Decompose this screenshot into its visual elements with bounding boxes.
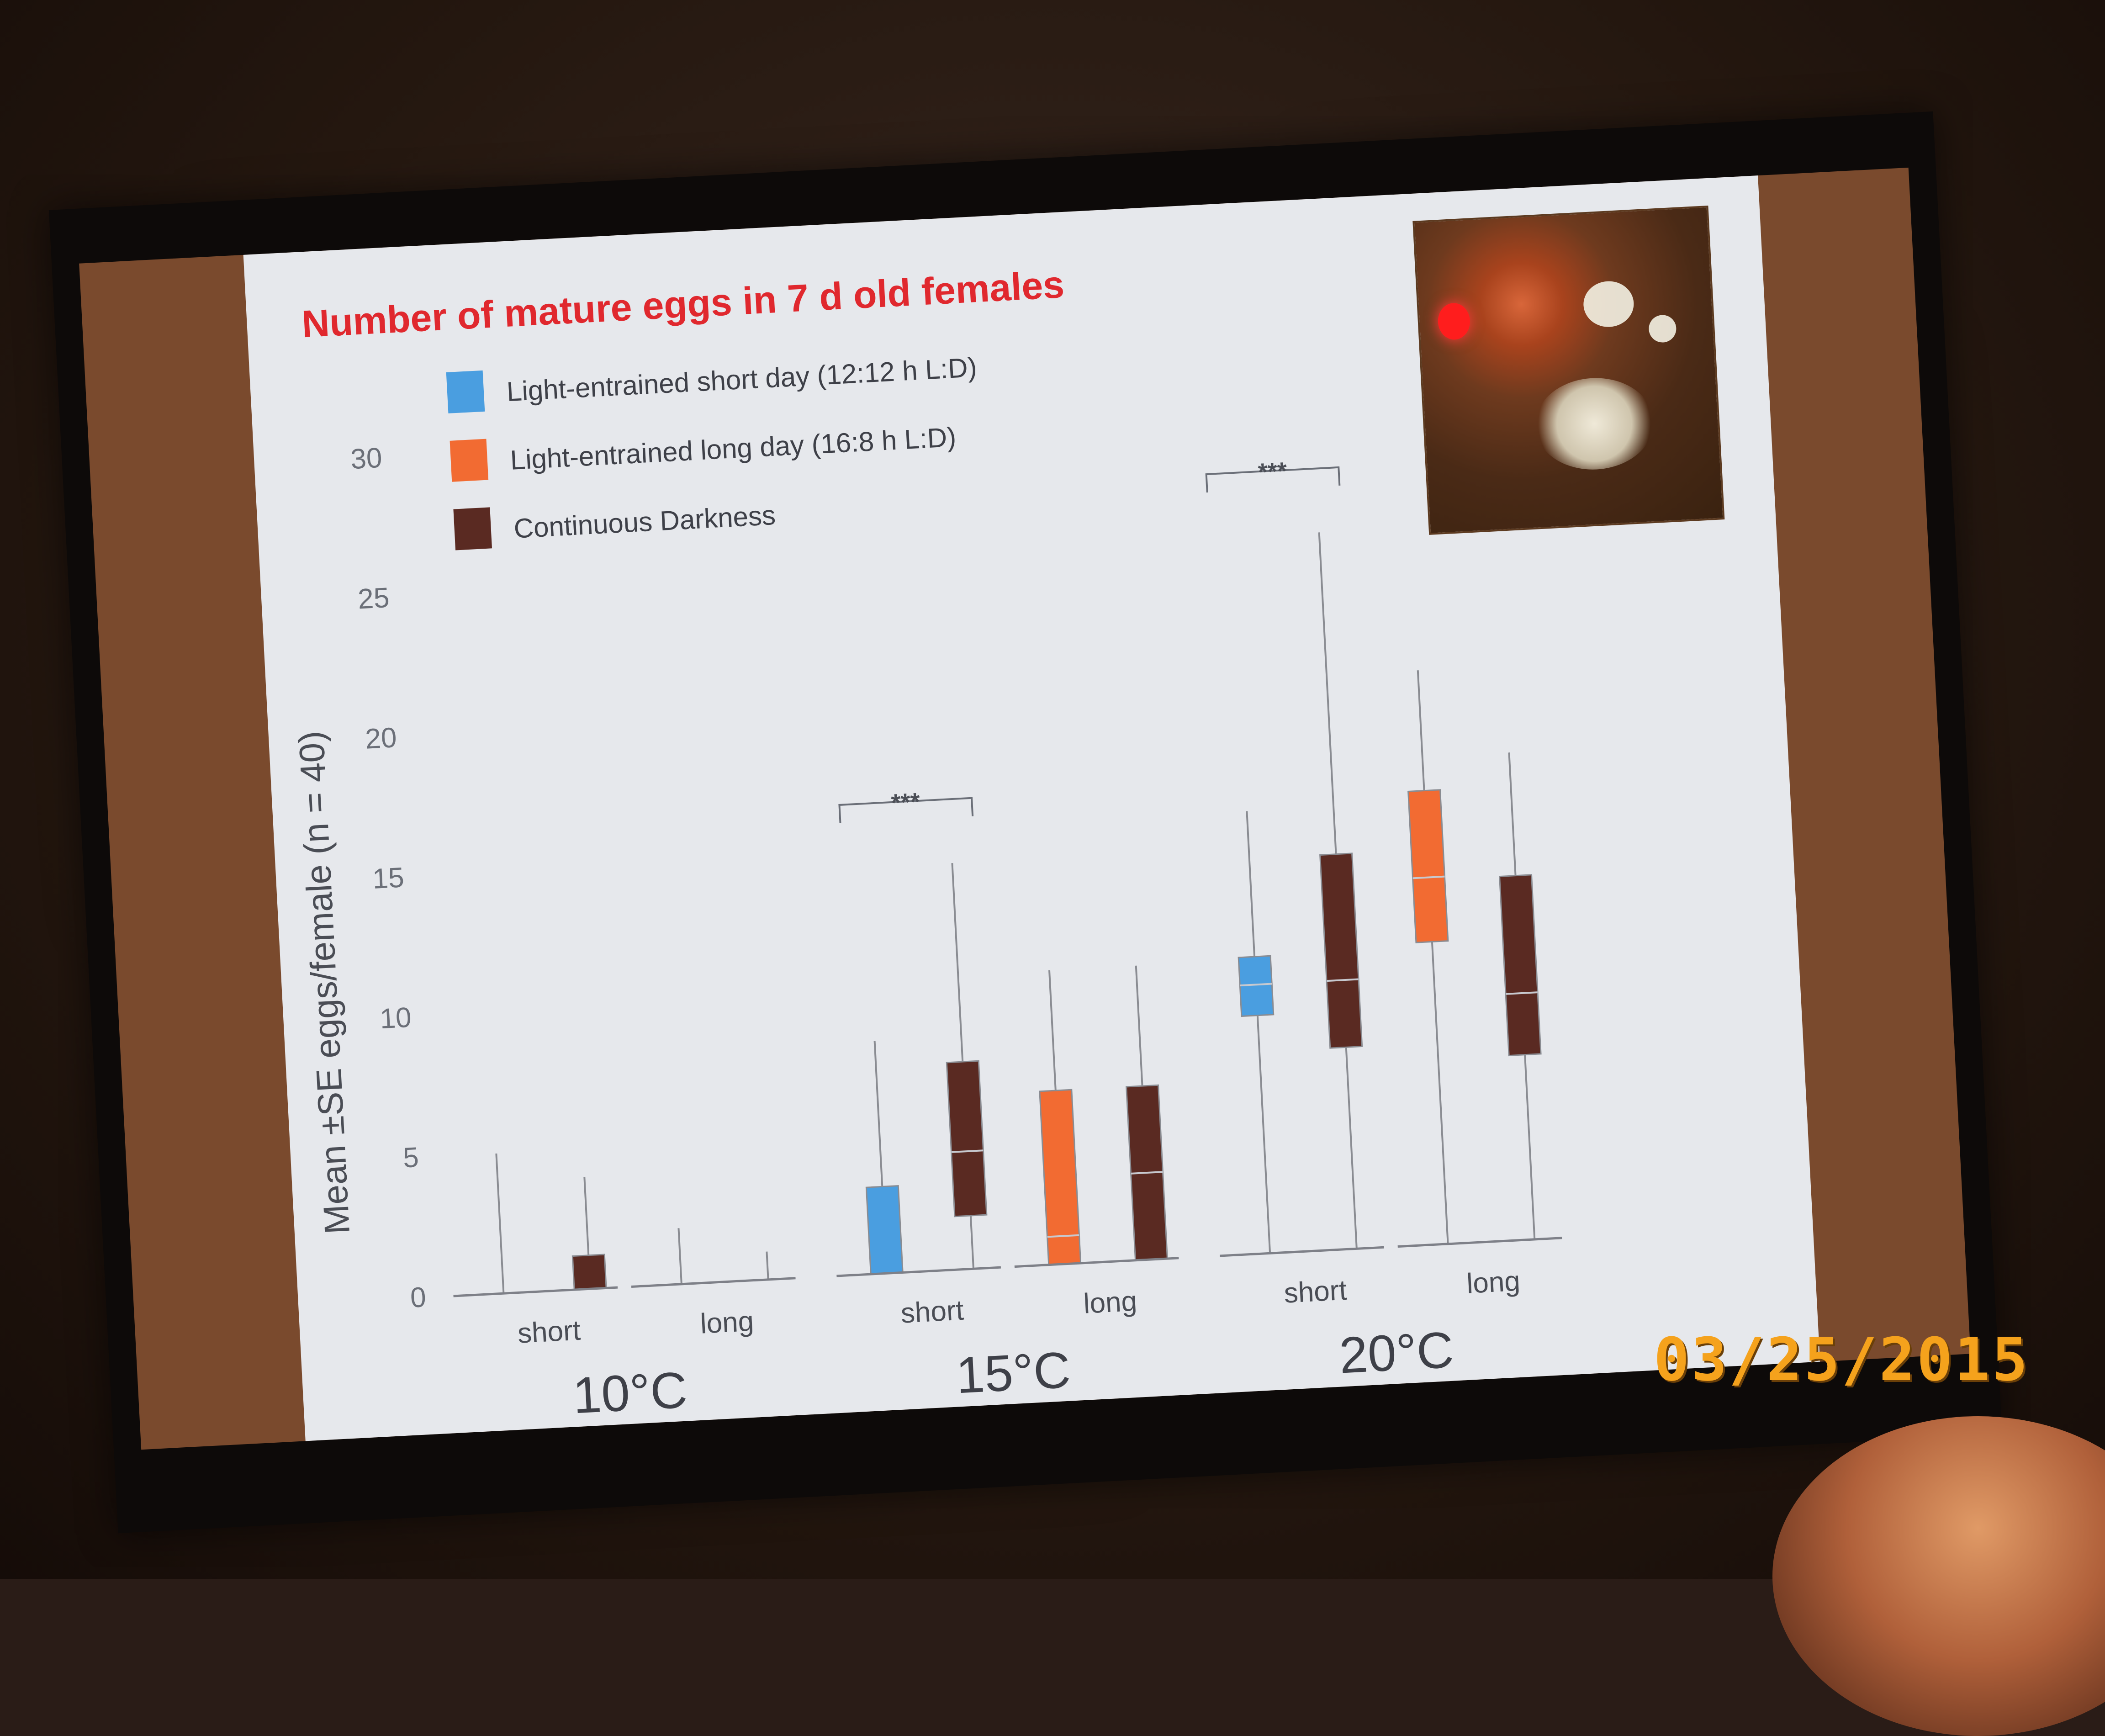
significance-bracket [838,797,974,823]
slide: Number of mature eggs in 7 d old females… [243,175,1820,1441]
legend-label: Light-entrained long day (16:8 h L:D) [509,422,957,476]
median-line [1326,978,1359,982]
legend-swatch [446,370,485,413]
median-line [1047,1234,1079,1238]
whisker [1417,670,1425,791]
significance-bracket [1205,466,1341,493]
median-line [951,1149,984,1153]
whisker [1048,970,1057,1091]
box [865,1185,904,1275]
baseline [1397,1237,1562,1248]
whisker [951,863,964,1062]
y-tick-label: 5 [402,1142,419,1174]
box [1407,789,1449,943]
whisker [1345,1047,1358,1249]
whisker [1246,811,1256,957]
whisker [1256,1015,1271,1254]
y-tick-label: 25 [357,582,390,615]
whisker [873,1041,883,1187]
y-axis-label: Mean ±SE eggs/female (n = 40) [291,730,357,1235]
box [1499,874,1542,1057]
projector-screen: Number of mature eggs in 7 d old females… [48,111,2003,1534]
baseline [453,1286,618,1297]
whisker [969,1215,974,1269]
baseline [836,1266,1001,1277]
y-tick-label: 0 [409,1281,427,1314]
legend-label: Light-entrained short day (12:12 h L:D) [506,352,978,407]
box [1319,852,1363,1049]
whisker [495,1153,505,1294]
date-stamp: 03/25/2015 [1654,1325,2030,1394]
box [946,1060,988,1217]
median-line [1131,1171,1163,1175]
whisker [677,1228,682,1284]
subgroup-label: long [1083,1286,1138,1320]
whisker [1135,965,1143,1086]
median-line [1506,991,1538,995]
subgroup-label: short [517,1315,581,1350]
projection-area: Number of mature eggs in 7 d old females… [79,167,1971,1450]
subgroup-label: short [1283,1275,1348,1309]
baseline [631,1277,796,1288]
baseline [1014,1257,1179,1268]
legend-swatch [450,439,489,482]
y-tick-label: 30 [350,442,383,476]
box [1039,1089,1082,1266]
group-label: 15°C [955,1341,1072,1404]
whisker [766,1251,769,1280]
whisker [1508,752,1517,876]
baseline [1220,1246,1384,1257]
subgroup-label: long [1466,1265,1521,1300]
y-tick-label: 20 [365,722,397,755]
legend: Light-entrained short day (12:12 h L:D) L… [446,352,978,550]
boxes: *** *** [487,457,1542,1296]
y-axis: 0 5 10 15 20 25 30 [350,442,427,1314]
significance-label: *** [890,788,920,817]
box [1238,955,1275,1017]
box-plot: 0 5 10 15 20 25 30 Light-entrained short day (… [291,352,1562,1424]
whisker [1524,1054,1536,1240]
legend-label: Continuous Darkness [513,500,776,544]
group-label: 10°C [571,1361,688,1424]
significance-label: *** [1258,457,1288,486]
y-tick-label: 15 [372,862,405,895]
median-line [1412,875,1445,879]
legend-swatch [453,507,492,550]
y-tick-label: 10 [379,1002,412,1035]
subgroup-label: short [900,1295,964,1329]
whisker [1431,942,1449,1244]
subgroup-label: long [699,1306,755,1340]
box [571,1254,607,1291]
median-line [1240,983,1272,987]
x-axis: short long 10°C short long 15°C short long 20°C [453,1237,1562,1424]
whisker [1318,532,1337,854]
group-label: 20°C [1338,1321,1455,1384]
whisker [583,1177,590,1255]
